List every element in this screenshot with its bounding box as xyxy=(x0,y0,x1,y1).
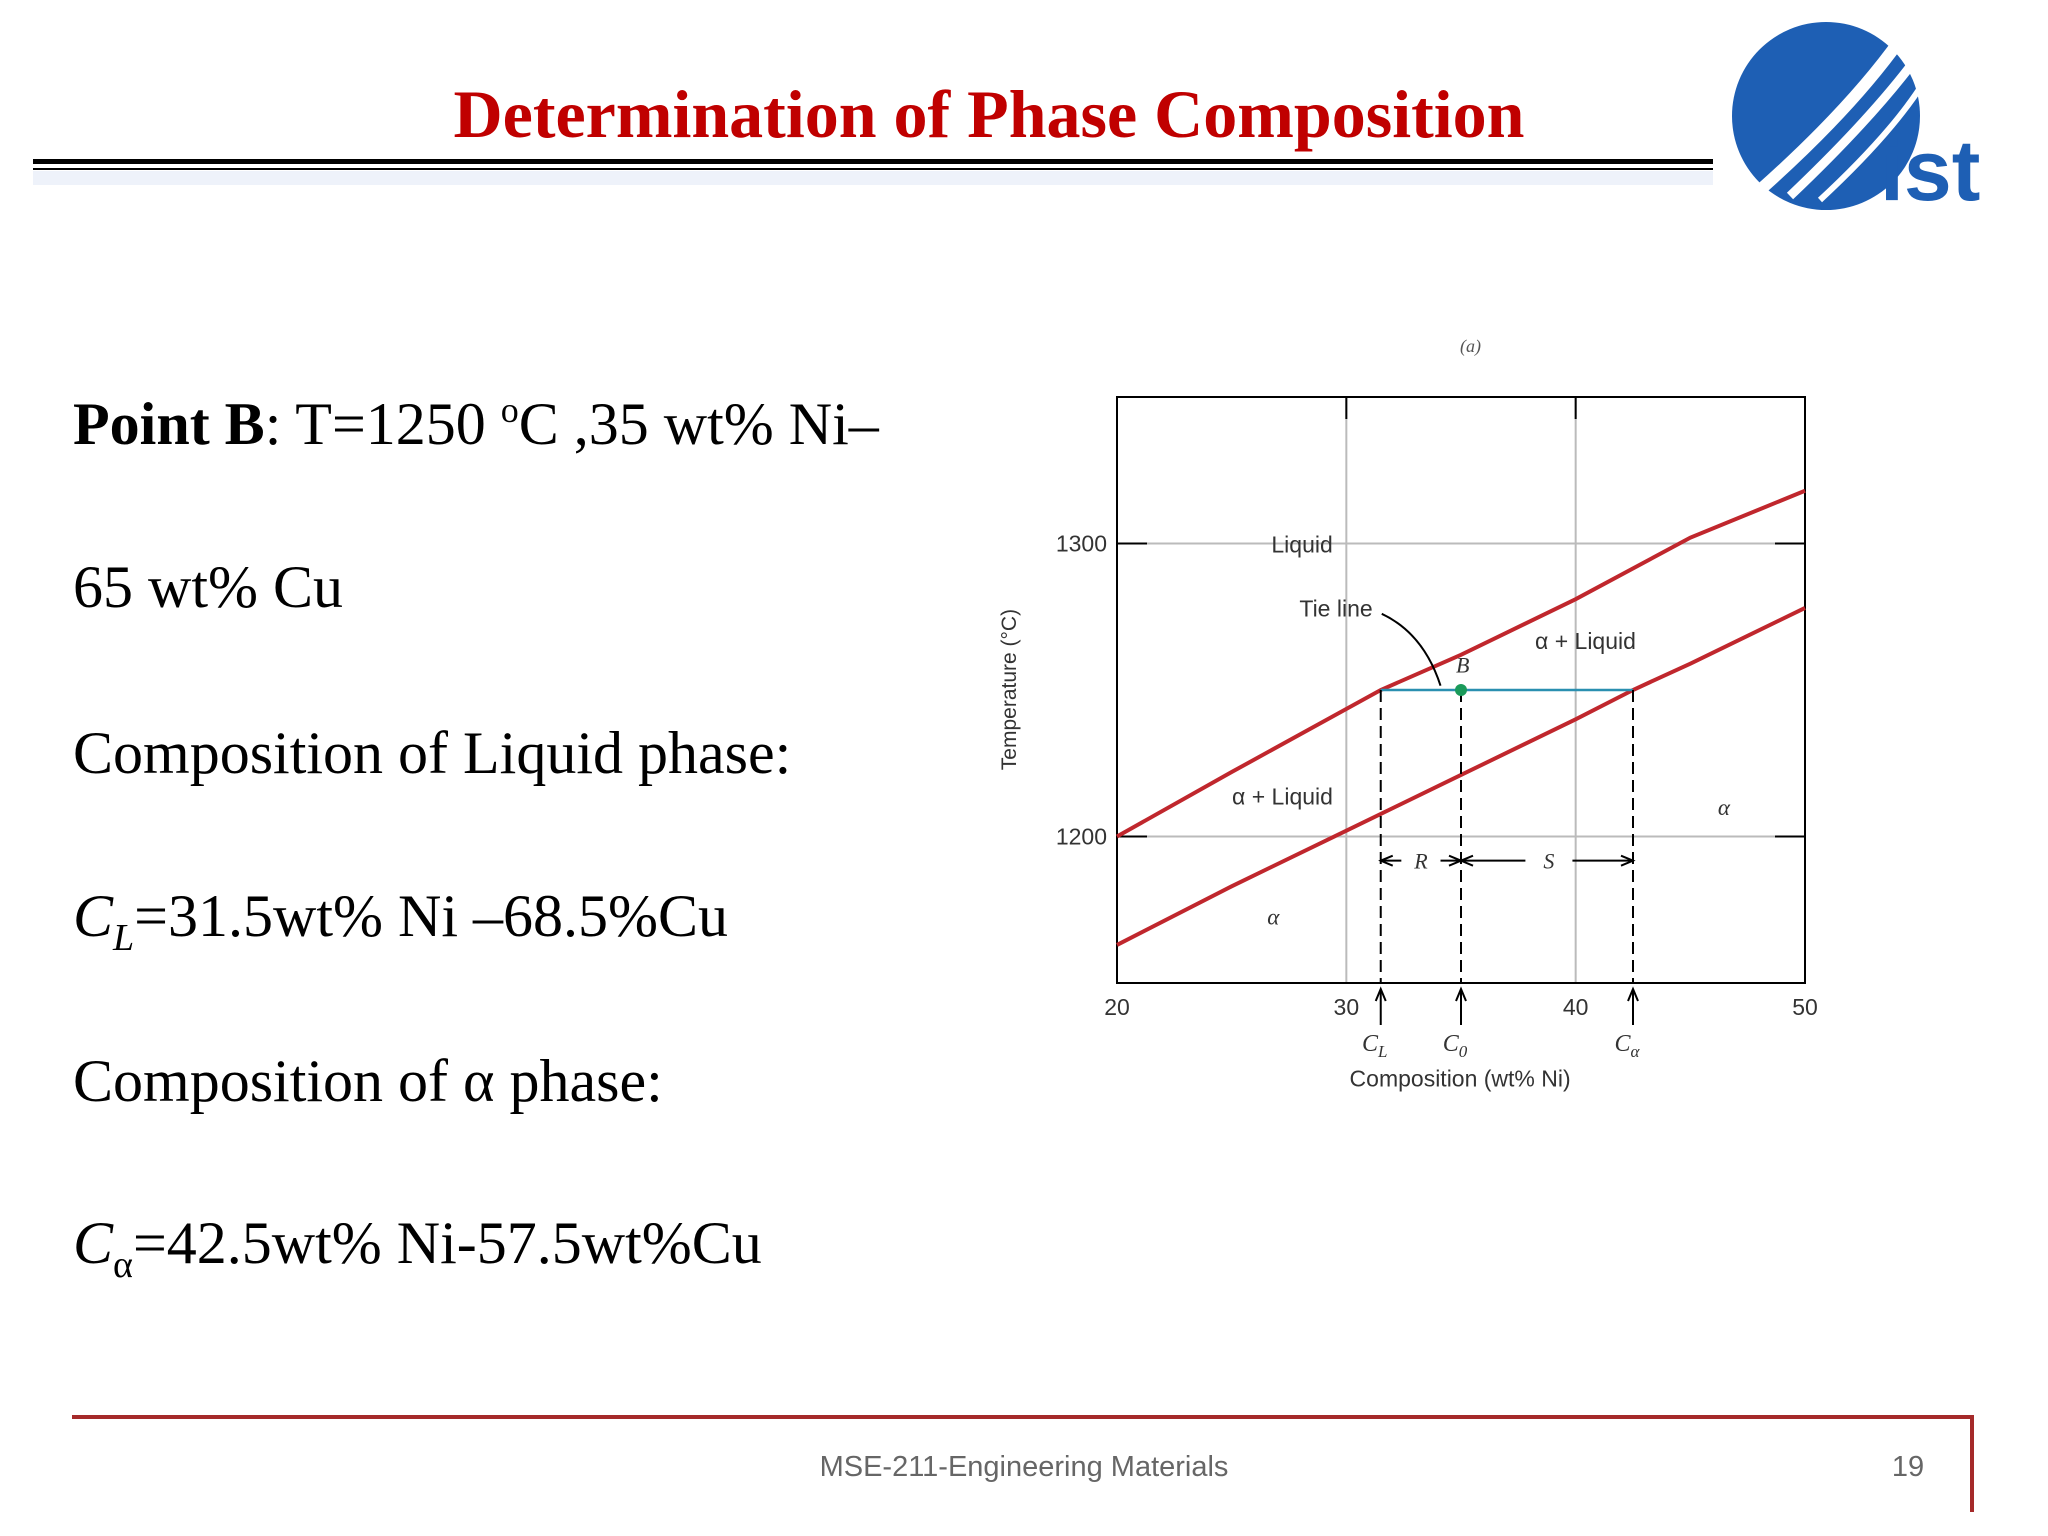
text-segment: o xyxy=(501,390,519,430)
point-b xyxy=(1455,684,1467,696)
body-line: 65 wt% Cu xyxy=(73,554,343,620)
annotation: S xyxy=(1543,848,1554,873)
annotation: α xyxy=(1718,795,1731,820)
y-tick-label: 1200 xyxy=(1056,824,1107,850)
body-line: Composition of Liquid phase: xyxy=(73,720,791,786)
logo: ist xyxy=(1732,22,1980,219)
annotation: α xyxy=(1267,905,1280,930)
x-axis-label: Composition (wt% Ni) xyxy=(1350,1066,1571,1092)
annotation: R xyxy=(1413,848,1428,873)
text-segment: : T=1250 xyxy=(265,391,501,457)
arrow-head xyxy=(1374,986,1387,1002)
label-symbol: C xyxy=(1615,1031,1632,1057)
title-rule-thin xyxy=(33,168,1713,170)
text-segment: =31.5wt% Ni –68.5%Cu xyxy=(134,883,728,949)
text-segment: =42.5wt% Ni-57.5wt%Cu xyxy=(133,1210,762,1276)
label-sub: 0 xyxy=(1459,1042,1468,1061)
annotation: α + Liquid xyxy=(1232,783,1333,809)
annotation: α + Liquid xyxy=(1535,628,1636,654)
phase-boundary xyxy=(1116,488,1806,839)
body-text: Point B: T=1250 oC ,35 wt% Ni– 65 wt% Cu C… xyxy=(73,390,880,1286)
title-shadow xyxy=(33,171,1713,185)
body-line: Cα=42.5wt% Ni-57.5wt%Cu xyxy=(73,1210,762,1286)
composition-label: Cα xyxy=(1615,1031,1641,1061)
logo-swoosh xyxy=(1756,36,1905,195)
slide-title: Determination of Phase Composition xyxy=(454,76,1525,152)
composition-label: C0 xyxy=(1443,1031,1468,1061)
logo-swoosh xyxy=(1786,57,1919,200)
body-line: Point B: T=1250 oC ,35 wt% Ni– xyxy=(73,390,880,457)
x-tick-label: 20 xyxy=(1104,994,1130,1020)
arrow-head xyxy=(1620,854,1636,867)
label-symbol: C xyxy=(1362,1031,1379,1057)
label-sub: L xyxy=(1377,1042,1387,1061)
arrow-head xyxy=(1378,854,1394,867)
text-segment: C xyxy=(73,1210,114,1276)
x-tick-label: 40 xyxy=(1563,994,1589,1020)
arrow-head xyxy=(1627,986,1639,1002)
y-tick-label: 1300 xyxy=(1056,531,1107,557)
text-segment: α xyxy=(113,1244,133,1286)
annotation: Liquid xyxy=(1271,531,1332,557)
body-line: Composition of α phase: xyxy=(73,1048,663,1114)
body-line: CL=31.5wt% Ni –68.5%Cu xyxy=(73,883,728,959)
point-label: B xyxy=(1456,653,1469,678)
phase-boundary xyxy=(1116,606,1806,947)
arrow-head xyxy=(1455,986,1467,1002)
chart-background xyxy=(1100,390,1840,1120)
text-segment: 65 wt% Cu xyxy=(73,554,343,620)
callout-arrow xyxy=(1381,612,1442,686)
arrow-head xyxy=(1458,854,1474,867)
label-symbol: C xyxy=(1443,1031,1460,1057)
x-tick-label: 30 xyxy=(1334,994,1360,1020)
label-sub: α xyxy=(1631,1042,1641,1061)
x-tick-label: 50 xyxy=(1792,994,1818,1020)
page-number: 19 xyxy=(1892,1451,1924,1483)
text-segment: C xyxy=(73,883,114,949)
text-segment: L xyxy=(112,917,134,959)
chart-caption: (a) xyxy=(1460,336,1481,357)
title-rule xyxy=(33,159,1713,164)
text-segment: C ,35 wt% Ni– xyxy=(519,391,880,457)
composition-label: CL xyxy=(1362,1031,1387,1061)
y-axis-label: Temperature (°C) xyxy=(998,609,1021,770)
text-segment: Point B xyxy=(73,391,265,457)
logo-text: ist xyxy=(1880,123,1980,219)
logo-swoosh xyxy=(1817,83,1925,203)
text-segment: Composition of α phase: xyxy=(73,1048,663,1114)
footer-course: MSE-211-Engineering Materials xyxy=(820,1451,1229,1483)
text-segment: Composition of Liquid phase: xyxy=(73,720,791,786)
annotation: Tie line xyxy=(1299,595,1372,621)
